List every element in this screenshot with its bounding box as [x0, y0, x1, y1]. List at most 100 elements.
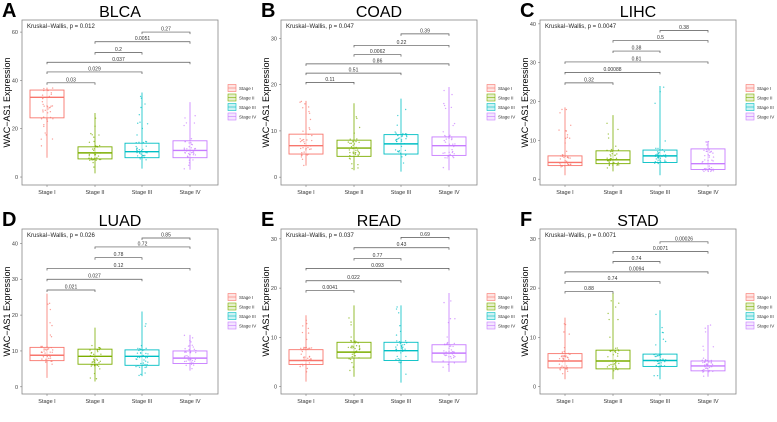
y-tick-label: 0	[15, 175, 18, 181]
jitter-point	[146, 363, 148, 366]
panel-blca: A BLCA WAC−AS1 Expression Kruskal−Wallis, p…	[0, 0, 259, 208]
jitter-point	[96, 349, 99, 351]
comparison-bracket	[564, 72, 661, 75]
jitter-point	[138, 152, 141, 154]
jitter-point	[308, 110, 310, 113]
jitter-point	[145, 352, 147, 355]
legend: Stage I Stage II Stage III Stage IV	[486, 293, 515, 330]
comparison-p-value: 0.5	[657, 35, 664, 41]
panel-letter: A	[2, 0, 16, 22]
box-stage-i	[288, 349, 324, 365]
jitter-point	[563, 346, 566, 349]
jitter-point	[186, 354, 188, 357]
jitter-point	[95, 378, 98, 380]
jitter-point	[394, 149, 397, 151]
comparison-p-value: 0.0062	[370, 49, 386, 55]
jitter-point	[404, 132, 407, 135]
jitter-point	[705, 167, 707, 170]
jitter-point	[305, 149, 307, 151]
plot-frame	[280, 19, 478, 186]
jitter-point	[442, 166, 445, 169]
jitter-point	[611, 150, 613, 152]
jitter-point	[49, 334, 52, 336]
jitter-point	[307, 357, 309, 359]
jitter-point	[142, 141, 145, 144]
jitter-point	[399, 362, 401, 364]
jitter-point	[43, 89, 45, 92]
legend: Stage I Stage II Stage III Stage IV	[745, 84, 774, 121]
jitter-point	[401, 348, 404, 350]
panel-title: LUAD	[99, 213, 142, 230]
jitter-point	[348, 317, 350, 319]
jitter-point	[309, 118, 312, 121]
jitter-point	[311, 139, 313, 142]
jitter-point	[565, 367, 567, 370]
jitter-point	[606, 366, 609, 368]
jitter-point	[98, 348, 100, 351]
jitter-point	[349, 154, 351, 157]
comparison-p-value: 0.86	[373, 58, 383, 64]
jitter-point	[188, 153, 191, 156]
jitter-point	[51, 87, 54, 89]
jitter-point	[99, 158, 102, 161]
y-tick-label: 0	[274, 175, 277, 181]
jitter-point	[185, 351, 187, 353]
jitter-point	[449, 318, 452, 320]
jitter-point	[711, 169, 713, 172]
jitter-point	[42, 103, 44, 106]
comparison-p-value: 0.72	[138, 241, 148, 247]
comparison-bracket	[305, 72, 402, 76]
jitter-point	[90, 158, 92, 161]
comparison-bracket	[305, 268, 450, 271]
jitter-point	[187, 355, 189, 358]
jitter-point	[304, 103, 306, 105]
jitter-point	[561, 365, 563, 367]
jitter-point	[46, 106, 49, 108]
x-tick-label: Stage II	[345, 399, 364, 405]
jitter-point	[42, 116, 45, 118]
panel-read: E READ WAC−AS1 Expression Kruskal−Wallis, p…	[259, 209, 518, 417]
jitter-point	[397, 150, 399, 152]
jitter-point	[190, 341, 192, 343]
legend-label: Stage IV	[757, 114, 774, 119]
jitter-point	[138, 149, 141, 151]
y-tick-label: 0	[533, 385, 536, 391]
jitter-point	[655, 364, 658, 367]
jitter-point	[193, 148, 196, 150]
jitter-point	[351, 361, 353, 364]
jitter-point	[606, 157, 608, 159]
jitter-point	[712, 156, 715, 158]
comparison-p-value: 0.69	[420, 232, 430, 238]
jitter-point	[93, 158, 95, 161]
test-label: Kruskal−Wallis, p = 0.0047	[545, 24, 617, 30]
jitter-point	[401, 134, 403, 136]
jitter-point	[450, 357, 453, 359]
jitter-point	[98, 362, 100, 364]
jitter-point	[400, 342, 402, 344]
panel-letter: C	[520, 0, 534, 22]
jitter-point	[701, 359, 703, 361]
jitter-point	[90, 363, 93, 366]
boxplot-svg: A BLCA WAC−AS1 Expression Kruskal−Wallis, p…	[2, 0, 256, 196]
jitter-point	[703, 170, 705, 173]
test-label: Kruskal−Wallis, p = 0.026	[27, 233, 95, 239]
x-tick-label: Stage IV	[179, 190, 200, 196]
jitter-point	[354, 342, 356, 344]
comparison-p-value: 0.03	[66, 77, 76, 83]
jitter-point	[562, 358, 565, 361]
comparison-bracket	[400, 33, 450, 36]
jitter-point	[663, 360, 666, 363]
jitter-point	[304, 356, 306, 358]
jitter-point	[51, 105, 54, 107]
jitter-point	[565, 365, 568, 367]
jitter-point	[143, 349, 145, 351]
comparison-bracket	[94, 257, 143, 260]
jitter-point	[90, 351, 93, 354]
jitter-point	[140, 153, 142, 155]
jitter-point	[142, 362, 145, 364]
jitter-point	[653, 162, 656, 164]
jitter-point	[136, 134, 138, 136]
jitter-point	[614, 364, 617, 366]
boxplot-svg: F STAD WAC−AS1 Expression Kruskal−Wallis, p…	[520, 209, 774, 405]
jitter-point	[661, 326, 663, 329]
